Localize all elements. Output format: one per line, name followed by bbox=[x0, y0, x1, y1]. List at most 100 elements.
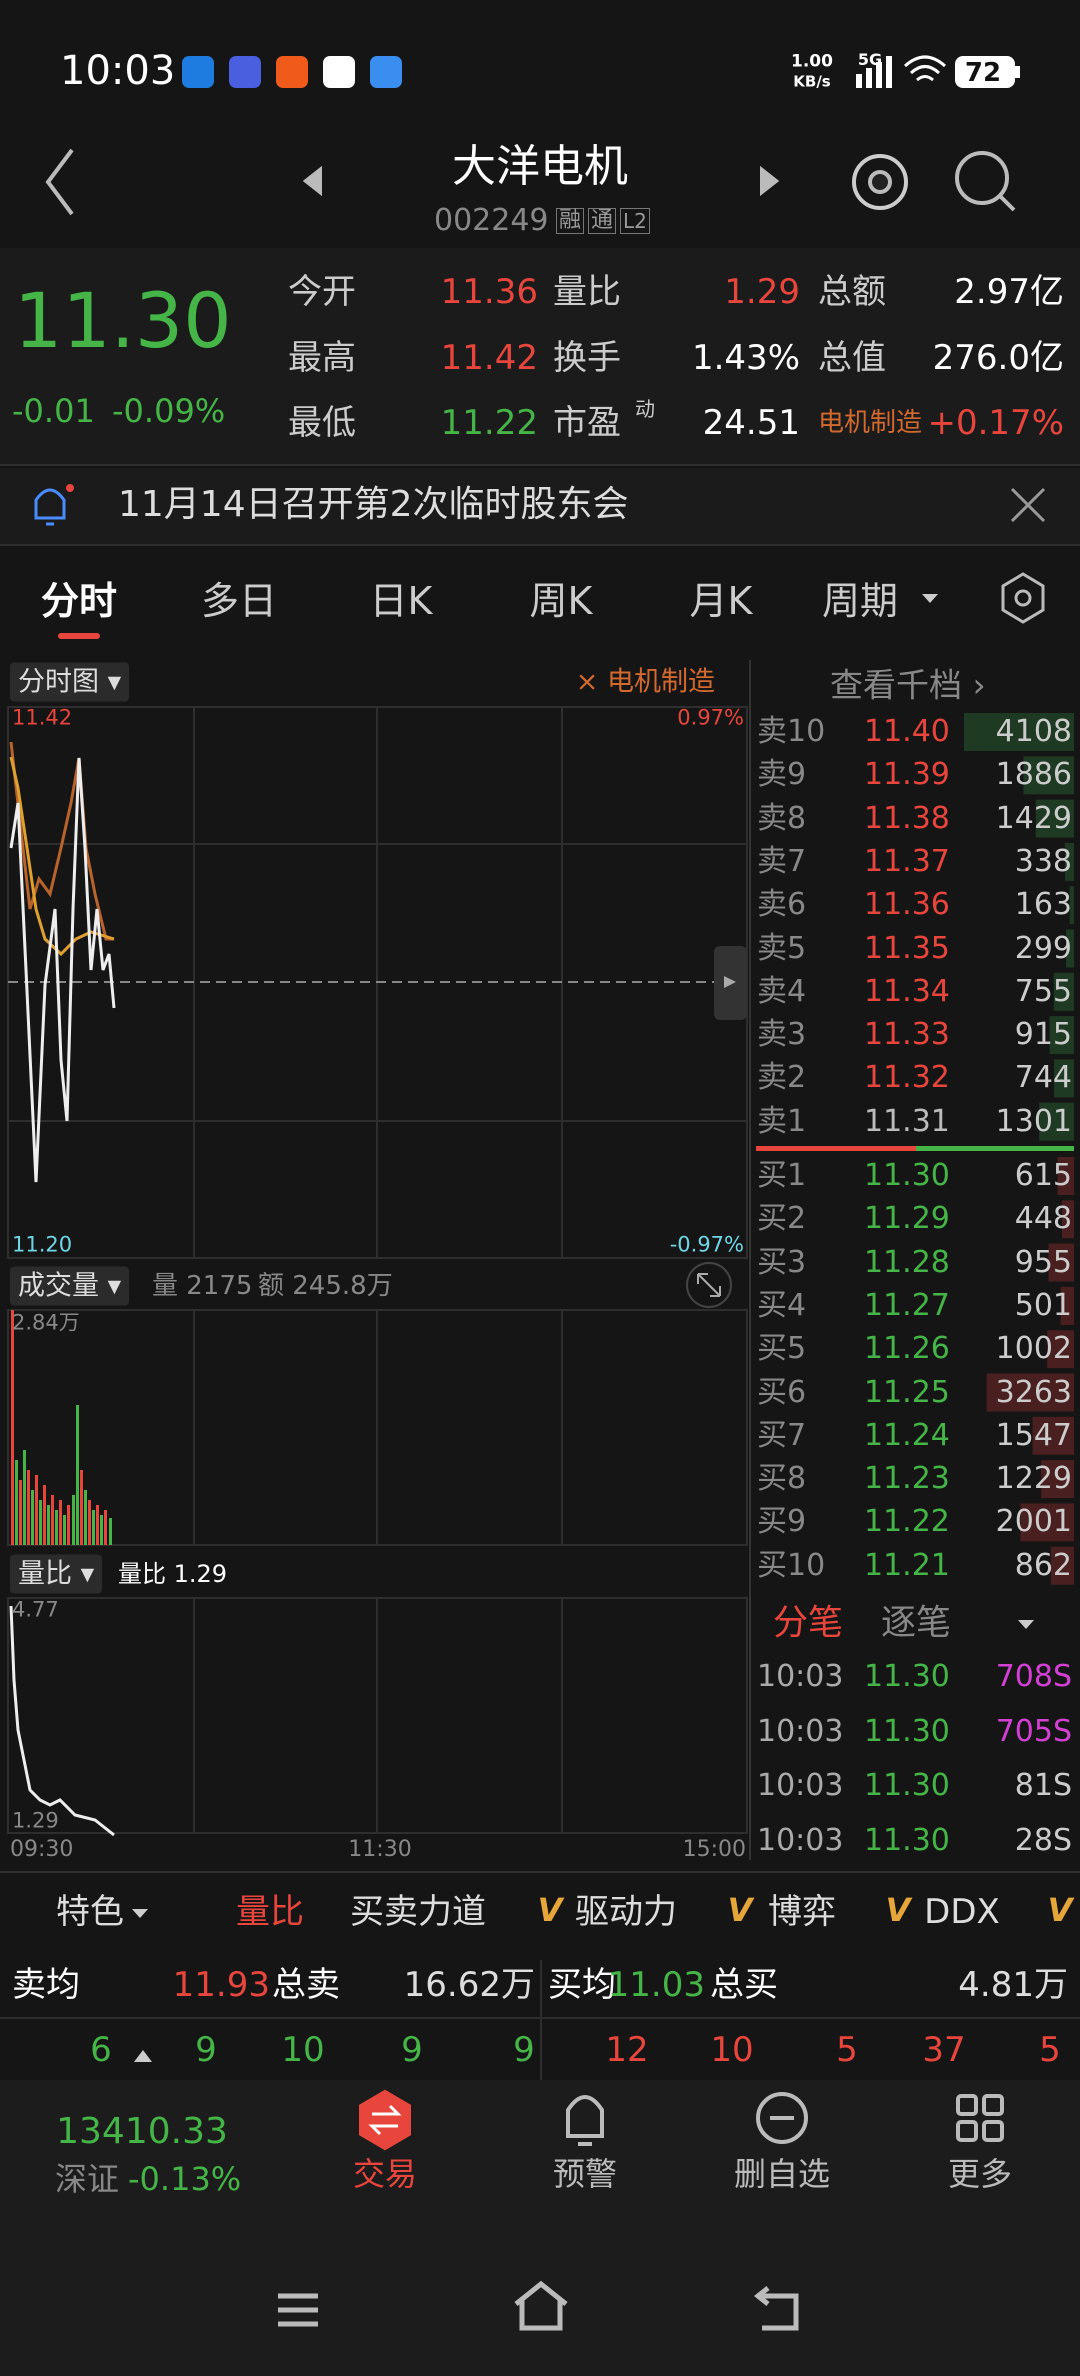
indicator-tab[interactable]: 博弈 bbox=[768, 1892, 836, 1932]
indicator-tab[interactable]: 买卖力道 bbox=[350, 1892, 486, 1932]
book-price: 11.21 bbox=[864, 1547, 950, 1583]
tab[interactable]: 多日 bbox=[200, 579, 278, 623]
last-price: 11.30 bbox=[14, 276, 232, 365]
book-volume: 744 bbox=[1014, 1060, 1072, 1096]
indicator-tab[interactable]: 量比 bbox=[236, 1892, 304, 1932]
book-price: 11.30 bbox=[864, 1158, 950, 1193]
sell-avg: 11.93 bbox=[172, 1965, 270, 2005]
book-label: 卖7 bbox=[757, 843, 807, 879]
trade-time: 10:03 bbox=[757, 1823, 844, 1859]
chart-selector-text: 分时图 bbox=[18, 666, 99, 698]
trade-volume: 81S bbox=[1014, 1768, 1072, 1804]
ratio-selector[interactable]: 量比 ▾ bbox=[10, 1554, 103, 1594]
book-price: 11.31 bbox=[864, 1103, 950, 1139]
depth-bar bbox=[1048, 1243, 1074, 1282]
buy-total: 4.81万 bbox=[958, 1965, 1068, 2005]
depth-bar bbox=[1054, 1059, 1074, 1098]
depth-bar bbox=[1035, 799, 1074, 838]
depth-bar bbox=[1041, 1460, 1074, 1499]
book-volume: 338 bbox=[1014, 843, 1072, 879]
sell-avg-label: 卖均 bbox=[12, 1965, 80, 2005]
book-volume: 1429 bbox=[995, 800, 1072, 836]
trade-volume: 705S bbox=[995, 1713, 1072, 1749]
volume-bars bbox=[11, 1310, 112, 1545]
depth-bar bbox=[1053, 972, 1074, 1011]
book-volume: 1886 bbox=[995, 757, 1072, 793]
ratio-line bbox=[9, 1605, 115, 1837]
index-change: -0.13% bbox=[128, 2160, 242, 2198]
tab[interactable]: 周期 bbox=[821, 579, 899, 623]
book-label: 卖8 bbox=[757, 800, 807, 836]
book-label: 买4 bbox=[757, 1287, 807, 1323]
chart-grid bbox=[7, 660, 751, 1860]
notice-text[interactable]: 11月14日召开第2次临时股东会 bbox=[118, 484, 629, 525]
depth-bar bbox=[1057, 1157, 1074, 1195]
indicator-tab[interactable]: DDX bbox=[924, 1892, 1000, 1932]
nav-item[interactable]: 交易 bbox=[352, 2155, 418, 2193]
indicator-tab[interactable]: 特色 bbox=[56, 1892, 124, 1932]
depth-bar bbox=[1023, 756, 1074, 795]
orderbook-title[interactable]: 查看千档 › bbox=[830, 665, 986, 705]
ratio-selector-text: 量比 bbox=[18, 1558, 72, 1590]
depth-bar bbox=[1032, 1416, 1074, 1455]
nav-item[interactable]: 更多 bbox=[947, 2155, 1013, 2193]
stat-label: 总值 bbox=[818, 338, 886, 378]
book-price: 11.36 bbox=[864, 887, 950, 923]
sell-count: 6 bbox=[90, 2030, 112, 2070]
volume-amount: 额 245.8万 bbox=[258, 1271, 393, 1301]
buy-count: 5 bbox=[836, 2030, 858, 2070]
volume-selector[interactable]: 成交量 ▾ bbox=[10, 1266, 130, 1306]
volume-selector-text: 成交量 bbox=[18, 1270, 99, 1302]
depth-bar bbox=[1039, 1102, 1074, 1141]
trades-tab[interactable]: 分笔 bbox=[772, 1603, 844, 1644]
stat-value: 11.36 bbox=[440, 272, 538, 312]
vip-mark: V bbox=[885, 1891, 911, 1929]
book-label: 卖1 bbox=[757, 1103, 807, 1139]
stat-label: 最低 bbox=[288, 403, 356, 443]
stat-value: 1.29 bbox=[724, 272, 800, 312]
book-bars bbox=[964, 713, 1074, 1585]
stat-label: 总额 bbox=[818, 272, 886, 312]
sell-total-label: 总卖 bbox=[272, 1965, 340, 2005]
depth-bar bbox=[1060, 1286, 1074, 1325]
tab[interactable]: 月K bbox=[689, 579, 753, 623]
index-value[interactable]: 13410.33 bbox=[56, 2111, 228, 2152]
stat-label: 今开 bbox=[288, 272, 356, 312]
book-price: 11.29 bbox=[864, 1201, 950, 1237]
sector-legend: × 电机制造 bbox=[575, 666, 715, 698]
nav-item[interactable]: 预警 bbox=[552, 2155, 618, 2193]
price-top: 11.42 bbox=[12, 705, 73, 730]
indicator-tab[interactable]: 驱动力 bbox=[575, 1892, 677, 1932]
trade-price: 11.30 bbox=[864, 1659, 950, 1694]
book-price: 11.38 bbox=[864, 800, 950, 836]
separators bbox=[0, 464, 1080, 2080]
book-price: 11.25 bbox=[864, 1374, 950, 1410]
nav-item[interactable]: 删自选 bbox=[733, 2155, 831, 2193]
buy-avg: 11.03 bbox=[607, 1965, 705, 2005]
ratio-max: 4.77 bbox=[12, 1597, 59, 1622]
trades-tab[interactable]: 逐笔 bbox=[880, 1603, 952, 1644]
tab[interactable]: 日K bbox=[369, 579, 433, 623]
expand-handle bbox=[724, 976, 736, 988]
tab[interactable]: 周K bbox=[529, 579, 593, 623]
badge: 融 bbox=[556, 208, 585, 234]
book-label: 买6 bbox=[757, 1374, 807, 1410]
chart-selector[interactable]: 分时图 ▾ bbox=[10, 662, 130, 702]
stat-value: +0.17% bbox=[927, 403, 1065, 443]
book-price: 11.34 bbox=[864, 973, 950, 1009]
notice-icons bbox=[34, 484, 1046, 526]
battery: 72 bbox=[964, 58, 1002, 88]
settings-icon bbox=[1014, 589, 1032, 607]
trade-time: 10:03 bbox=[757, 1659, 844, 1694]
book-price: 11.28 bbox=[864, 1244, 950, 1280]
nav-icons bbox=[359, 2089, 1004, 2151]
tab[interactable]: 分时 bbox=[40, 579, 118, 623]
book-volume: 755 bbox=[1014, 973, 1072, 1009]
book-volume: 615 bbox=[1014, 1158, 1072, 1193]
book-label: 卖10 bbox=[757, 714, 826, 749]
caret bbox=[1018, 1620, 1034, 1629]
book-label: 买7 bbox=[757, 1417, 807, 1453]
depth-bar bbox=[1062, 1200, 1074, 1239]
price-bottom: 11.20 bbox=[12, 1232, 73, 1257]
